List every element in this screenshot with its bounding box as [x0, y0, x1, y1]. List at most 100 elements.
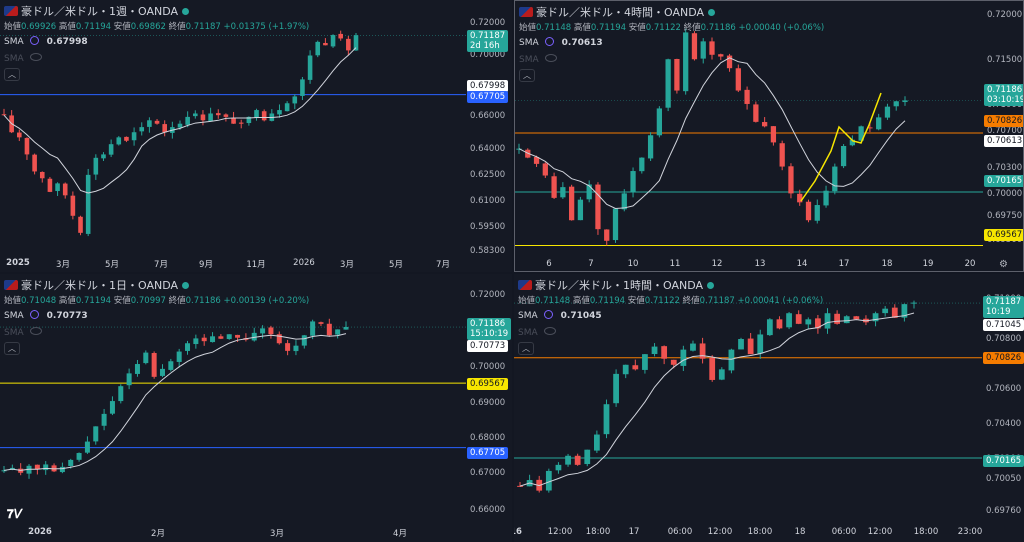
candle-body[interactable]: [683, 32, 689, 92]
indicator-settings-icon[interactable]: [544, 37, 554, 46]
hidden-eye-icon[interactable]: [543, 327, 556, 335]
candle-body[interactable]: [147, 120, 152, 127]
candle-body[interactable]: [251, 332, 257, 341]
candle-body[interactable]: [832, 166, 838, 192]
candle-body[interactable]: [68, 459, 74, 466]
candle-body[interactable]: [661, 346, 668, 359]
candle-body[interactable]: [32, 154, 37, 172]
candle-body[interactable]: [185, 116, 190, 125]
tradingview-logo-icon[interactable]: 𝟕𝘝: [7, 507, 22, 521]
collapse-legend-button[interactable]: ︿: [4, 68, 20, 81]
chart-panel-weekly[interactable]: 豪ドル／米ドル・1週・OANDA 始値0.69926 高値0.71194 安値0…: [0, 0, 512, 272]
candle-body[interactable]: [346, 38, 351, 51]
candle-body[interactable]: [109, 401, 115, 414]
candle-body[interactable]: [884, 106, 891, 118]
candle-body[interactable]: [670, 359, 677, 365]
collapse-legend-button[interactable]: ︿: [518, 342, 534, 355]
candle-body[interactable]: [177, 123, 183, 128]
candle-body[interactable]: [709, 357, 716, 380]
candle-body[interactable]: [622, 364, 629, 375]
candle-body[interactable]: [201, 337, 207, 342]
candle-body[interactable]: [93, 157, 99, 175]
candle-body[interactable]: [797, 193, 803, 203]
candle-body[interactable]: [277, 110, 282, 115]
candle-body[interactable]: [162, 124, 167, 133]
hidden-eye-icon[interactable]: [544, 54, 557, 62]
candle-body[interactable]: [604, 229, 610, 241]
candle-body[interactable]: [210, 336, 216, 343]
daily-chart-canvas[interactable]: [0, 274, 512, 542]
candle-body[interactable]: [642, 354, 648, 370]
chart-panel-daily[interactable]: 豪ドル／米ドル・1日・OANDA 始値0.71048 高値0.71194 安値0…: [0, 274, 512, 542]
candle-body[interactable]: [168, 361, 174, 370]
candle-body[interactable]: [753, 104, 759, 122]
candle-body[interactable]: [699, 343, 706, 359]
candle-body[interactable]: [853, 316, 860, 320]
candle-body[interactable]: [872, 313, 879, 322]
candle-body[interactable]: [93, 426, 99, 442]
candle-body[interactable]: [574, 455, 581, 465]
candle-body[interactable]: [159, 368, 165, 376]
candle-body[interactable]: [326, 323, 332, 336]
candle-body[interactable]: [621, 193, 627, 210]
candle-body[interactable]: [335, 329, 341, 335]
candle-body[interactable]: [891, 307, 898, 318]
candle-body[interactable]: [858, 126, 864, 141]
candle-body[interactable]: [747, 338, 754, 355]
candle-body[interactable]: [151, 353, 157, 377]
sma-legend[interactable]: SMA 0.70613: [519, 37, 603, 48]
candle-body[interactable]: [231, 117, 236, 124]
candle-body[interactable]: [254, 110, 259, 119]
candle-body[interactable]: [565, 455, 571, 465]
indicator-settings-icon[interactable]: [29, 36, 39, 45]
candle-body[interactable]: [882, 308, 889, 314]
candle-body[interactable]: [728, 349, 735, 371]
chart-panel-4h[interactable]: 豪ドル／米ドル・4時間・OANDA 始値0.71148 高値0.71194 安値…: [514, 0, 1024, 272]
candle-body[interactable]: [726, 55, 733, 69]
candle-body[interactable]: [766, 319, 773, 336]
candle-body[interactable]: [310, 321, 316, 336]
candle-body[interactable]: [738, 339, 744, 350]
candle-body[interactable]: [300, 79, 305, 96]
candle-body[interactable]: [285, 343, 291, 351]
sma-line[interactable]: [518, 57, 906, 209]
candle-body[interactable]: [709, 41, 715, 55]
candle-body[interactable]: [246, 116, 252, 124]
candle-body[interactable]: [690, 343, 696, 351]
candle-body[interactable]: [815, 318, 821, 329]
candle-body[interactable]: [691, 33, 698, 60]
candle-body[interactable]: [292, 96, 298, 104]
candle-body[interactable]: [85, 174, 91, 234]
sma-line[interactable]: [519, 312, 915, 487]
hidden-eye-icon[interactable]: [29, 327, 42, 335]
candle-body[interactable]: [323, 42, 328, 46]
candle-body[interactable]: [101, 154, 106, 159]
candle-body[interactable]: [876, 117, 882, 130]
candle-body[interactable]: [176, 351, 182, 362]
sma-line[interactable]: [3, 47, 357, 194]
candle-body[interactable]: [318, 322, 324, 324]
candle-body[interactable]: [639, 157, 645, 172]
candle-body[interactable]: [26, 465, 32, 474]
candle-body[interactable]: [238, 122, 244, 124]
candle-body[interactable]: [814, 205, 820, 221]
candle-body[interactable]: [551, 176, 557, 198]
candle-body[interactable]: [630, 171, 636, 193]
settings-gear-icon[interactable]: ⚙: [999, 259, 1008, 270]
candle-body[interactable]: [824, 313, 831, 329]
candle-body[interactable]: [665, 59, 671, 108]
candle-body[interactable]: [200, 114, 206, 121]
candle-body[interactable]: [770, 126, 777, 143]
candle-body[interactable]: [301, 335, 307, 346]
candle-body[interactable]: [17, 132, 22, 138]
candle-body[interactable]: [268, 327, 274, 335]
candle-body[interactable]: [62, 183, 68, 196]
collapse-legend-button[interactable]: ︿: [4, 342, 20, 355]
candle-body[interactable]: [126, 373, 132, 386]
candle-body[interactable]: [612, 208, 619, 241]
weekly-chart-canvas[interactable]: [0, 0, 512, 272]
candle-body[interactable]: [545, 470, 552, 491]
indicator-settings-icon[interactable]: [29, 310, 39, 319]
candle-body[interactable]: [843, 316, 850, 324]
sma-hidden-legend[interactable]: SMA: [4, 53, 42, 64]
